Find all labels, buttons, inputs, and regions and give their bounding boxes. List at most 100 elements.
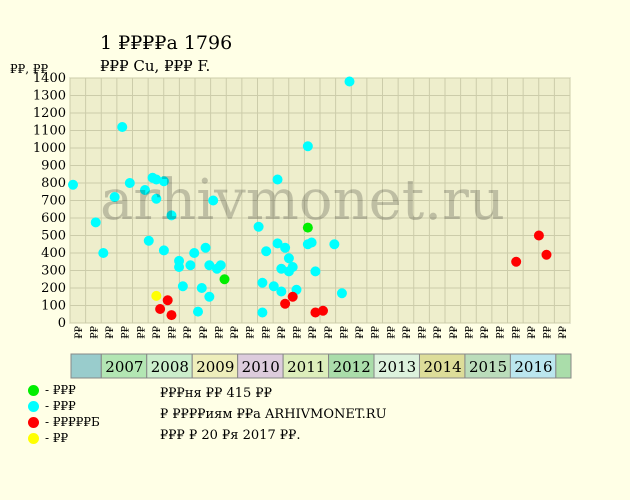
data-point bbox=[511, 256, 522, 267]
x-period-label: ₽₽ bbox=[230, 326, 241, 339]
data-point bbox=[261, 246, 272, 257]
data-point bbox=[215, 260, 226, 271]
x-period-label: ₽₽ bbox=[480, 326, 491, 339]
data-point bbox=[287, 262, 298, 272]
x-period-label: ₽₽ bbox=[136, 326, 147, 339]
data-point bbox=[329, 239, 340, 250]
y-tick-label: 1000 bbox=[33, 141, 66, 156]
legend-dot-icon bbox=[28, 432, 39, 444]
data-point bbox=[541, 249, 552, 260]
data-point bbox=[204, 260, 215, 271]
note-line: ₽₽₽ня ₽₽ 415 ₽₽ bbox=[160, 386, 272, 401]
data-point bbox=[268, 281, 279, 292]
x-period-label: ₽₽ bbox=[293, 326, 304, 339]
data-point bbox=[318, 305, 328, 316]
data-point bbox=[272, 238, 283, 249]
legend-label: - ₽₽₽ bbox=[45, 383, 76, 397]
data-point bbox=[196, 283, 207, 293]
legend-label: - ₽₽₽₽₽Б bbox=[45, 415, 100, 429]
y-tick-label: 300 bbox=[41, 264, 66, 279]
x-period-label: ₽₽ bbox=[214, 326, 225, 339]
y-tick-label: 900 bbox=[41, 159, 66, 174]
data-point bbox=[177, 281, 188, 292]
x-period-label: ₽₽ bbox=[89, 326, 100, 339]
data-point bbox=[90, 217, 101, 228]
x-period-label: ₽₽ bbox=[511, 326, 522, 339]
y-tick-label: 600 bbox=[41, 211, 66, 226]
legend-label: - ₽₽₽ bbox=[45, 399, 76, 413]
y-tick-label: 0 bbox=[58, 316, 66, 331]
data-point bbox=[306, 237, 317, 248]
data-point bbox=[200, 242, 211, 253]
y-tick-label: 700 bbox=[41, 194, 66, 209]
data-point bbox=[208, 195, 219, 206]
data-point bbox=[276, 286, 287, 297]
year-band bbox=[418, 353, 466, 379]
data-point bbox=[139, 185, 150, 195]
data-point bbox=[204, 291, 215, 302]
x-period-label: ₽₽ bbox=[527, 326, 538, 339]
data-point bbox=[189, 248, 200, 258]
data-point bbox=[287, 291, 298, 302]
data-point bbox=[151, 193, 162, 204]
y-tick-label: 100 bbox=[41, 299, 66, 314]
x-period-label: ₽₽ bbox=[183, 326, 194, 339]
y-tick-label: 800 bbox=[41, 176, 66, 191]
x-period-label: ₽₽ bbox=[152, 326, 163, 339]
x-period-label: ₽₽ bbox=[402, 326, 413, 339]
year-label: 2013 bbox=[378, 358, 416, 376]
x-period-label: ₽₽ bbox=[121, 326, 132, 339]
year-band bbox=[237, 353, 284, 379]
x-period-label: ₽₽ bbox=[355, 326, 366, 339]
legend-label: - ₽₽ bbox=[45, 431, 69, 445]
legend-dot-icon bbox=[28, 384, 39, 396]
year-label: 2011 bbox=[287, 358, 325, 376]
x-period-label: ₽₽ bbox=[339, 326, 350, 339]
year-band bbox=[70, 353, 102, 379]
data-point bbox=[193, 306, 203, 317]
legend-item: - ₽₽₽ bbox=[28, 398, 100, 414]
year-label: 2016 bbox=[514, 358, 552, 376]
chart-subtitle: ₽₽₽ Cu, ₽₽₽ F. bbox=[100, 57, 211, 75]
x-period-label: ₽₽ bbox=[433, 326, 444, 339]
data-point bbox=[336, 288, 347, 299]
y-tick-label: 1200 bbox=[33, 106, 66, 121]
legend-dot-icon bbox=[28, 400, 39, 412]
data-point bbox=[219, 274, 230, 285]
y-tick-label: 1300 bbox=[33, 89, 66, 104]
legend-dot-icon bbox=[28, 416, 39, 428]
data-point bbox=[257, 307, 268, 318]
x-period-label: ₽₽ bbox=[199, 326, 210, 339]
data-point bbox=[117, 122, 128, 132]
year-label: 2015 bbox=[469, 358, 507, 376]
data-point bbox=[280, 298, 291, 309]
year-label: 2009 bbox=[196, 358, 234, 376]
data-point bbox=[310, 307, 321, 318]
y-tick-label: 400 bbox=[41, 246, 66, 261]
x-period-label: ₽₽ bbox=[246, 326, 257, 339]
x-period-label: ₽₽ bbox=[371, 326, 382, 339]
data-point bbox=[185, 260, 196, 271]
y-tick-label: 200 bbox=[41, 281, 66, 296]
data-point bbox=[143, 235, 154, 246]
x-period-label: ₽₽ bbox=[386, 326, 397, 339]
x-period-label: ₽₽ bbox=[261, 326, 272, 339]
data-point bbox=[151, 174, 162, 185]
legend: - ₽₽₽ - ₽₽₽ - ₽₽₽₽₽Б - ₽₽ bbox=[28, 382, 100, 446]
chart-title: 1 ₽₽₽₽а 1796 bbox=[100, 32, 233, 54]
data-point bbox=[158, 245, 169, 256]
data-point bbox=[155, 304, 166, 314]
data-point bbox=[151, 290, 162, 301]
year-label: 2012 bbox=[333, 358, 371, 376]
year-band bbox=[464, 353, 511, 379]
legend-item: - ₽₽₽₽₽Б bbox=[28, 414, 100, 430]
data-point bbox=[302, 141, 313, 152]
x-period-label: ₽₽ bbox=[418, 326, 429, 339]
y-tick-label: 500 bbox=[41, 229, 66, 244]
year-band bbox=[146, 353, 193, 379]
data-point bbox=[302, 222, 313, 233]
data-point bbox=[344, 76, 355, 87]
data-point bbox=[257, 277, 268, 288]
y-axis-label: ₽₽, ₽₽ bbox=[10, 62, 49, 76]
